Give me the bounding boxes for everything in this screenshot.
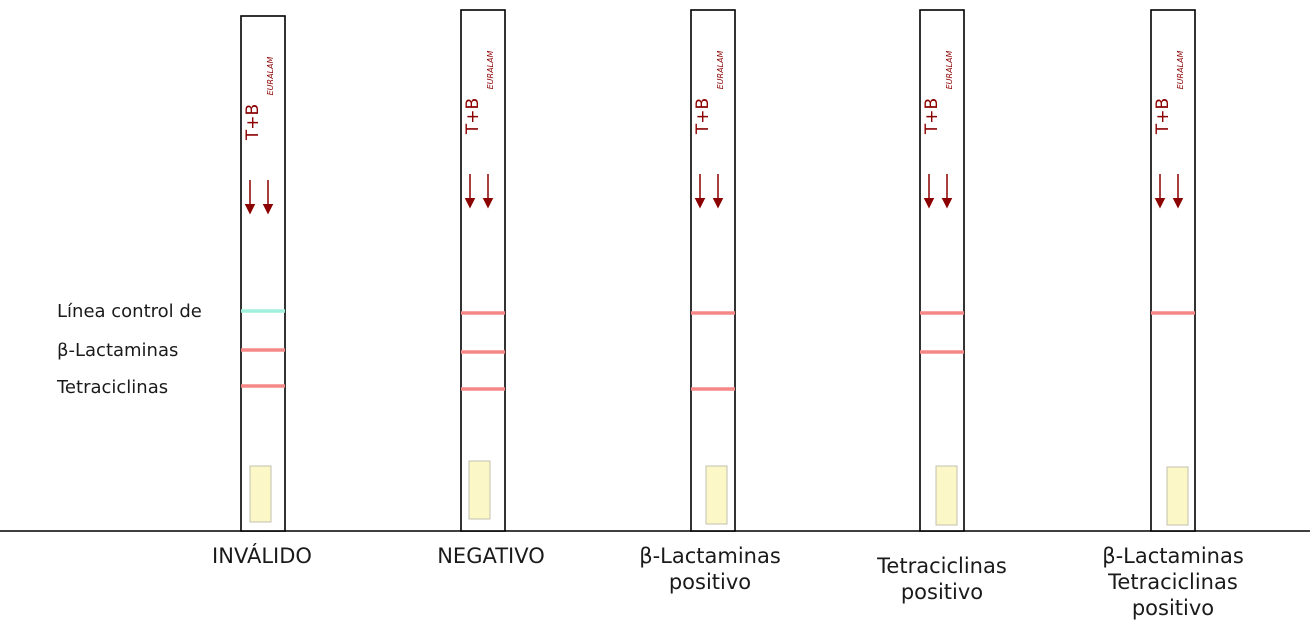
strip-body bbox=[919, 9, 965, 532]
strip-body bbox=[460, 9, 506, 532]
label-control-line: Línea control de bbox=[57, 301, 202, 322]
label-beta-lactam-line: β-Lactaminas bbox=[57, 340, 178, 361]
sample-pad bbox=[249, 465, 272, 523]
strip-body bbox=[1150, 9, 1196, 532]
strip-body bbox=[690, 9, 736, 532]
sample-pad bbox=[1166, 466, 1189, 526]
strip-code-text: T+B bbox=[243, 104, 263, 141]
label-tetracycline-line: Tetraciclinas bbox=[56, 377, 168, 398]
brand-text: EURALAM bbox=[716, 51, 725, 90]
strip-caption: β-Lactaminas positivo bbox=[639, 544, 781, 594]
caption-line: positivo bbox=[1132, 596, 1214, 620]
brand-text: EURALAM bbox=[266, 57, 275, 96]
caption-line: NEGATIVO bbox=[437, 544, 545, 568]
strip-caption: INVÁLIDO bbox=[212, 543, 312, 568]
brand-text: EURALAM bbox=[945, 51, 954, 90]
strip-code-text: T+B bbox=[693, 98, 713, 135]
strip-code-text: T+B bbox=[922, 98, 942, 135]
caption-line: positivo bbox=[669, 570, 751, 594]
caption-line: Tetraciclinas bbox=[876, 554, 1007, 578]
strip-code-text: T+B bbox=[463, 98, 483, 135]
strip-caption: NEGATIVO bbox=[437, 544, 545, 568]
caption-line: Tetraciclinas bbox=[1107, 570, 1238, 594]
caption-line: β-Lactaminas bbox=[1102, 544, 1244, 568]
sample-pad bbox=[705, 465, 728, 525]
strip-caption: β-Lactaminas Tetraciclinas positivo bbox=[1102, 544, 1244, 620]
strip-body bbox=[240, 15, 286, 532]
sample-pad bbox=[468, 460, 491, 520]
strips-group: EURALAMT+BINVÁLIDOEURALAMT+BNEGATIVOEURA… bbox=[212, 9, 1244, 620]
strip-code-text: T+B bbox=[1153, 98, 1173, 135]
caption-line: INVÁLIDO bbox=[212, 543, 312, 568]
strip-caption: Tetraciclinas positivo bbox=[876, 554, 1007, 604]
brand-text: EURALAM bbox=[486, 51, 495, 90]
brand-text: EURALAM bbox=[1176, 51, 1185, 90]
caption-line: positivo bbox=[901, 580, 983, 604]
sample-pad bbox=[935, 465, 958, 526]
caption-line: β-Lactaminas bbox=[639, 544, 781, 568]
